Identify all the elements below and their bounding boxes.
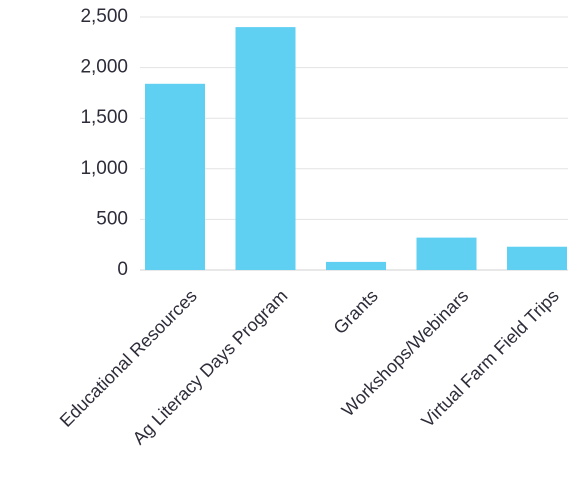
bar (145, 83, 205, 271)
bar (416, 237, 477, 270)
bar (326, 261, 386, 270)
bar (235, 27, 296, 271)
y-tick-label: 0 (117, 259, 128, 280)
bars (145, 27, 567, 271)
bar (507, 246, 567, 270)
y-tick-label: 2,500 (80, 6, 128, 27)
y-tick-label: 1,500 (80, 107, 128, 128)
y-axis-ticks: 0 500 1,000 1,500 2,000 2,500 (80, 6, 128, 280)
x-category-label: Grants (330, 286, 382, 338)
y-tick-label: 2,000 (80, 57, 128, 78)
y-tick-label: 500 (96, 208, 128, 229)
gridlines (140, 16, 568, 271)
x-category-label: Ag Literacy Days Program (129, 286, 292, 449)
y-tick-label: 1,000 (80, 158, 128, 179)
